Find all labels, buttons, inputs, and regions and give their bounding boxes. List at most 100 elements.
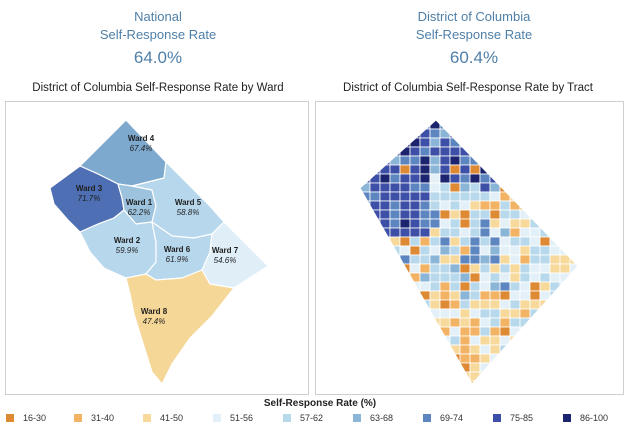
tract-cell[interactable] [360, 218, 371, 229]
tract-cell[interactable] [489, 155, 501, 166]
tract-cell[interactable] [419, 191, 431, 202]
tract-cell[interactable] [479, 308, 491, 319]
tract-cell[interactable] [399, 191, 411, 202]
tract-cell[interactable] [360, 308, 371, 319]
tract-cell[interactable] [539, 191, 551, 202]
tract-cell[interactable] [499, 353, 511, 364]
tract-cell[interactable] [489, 380, 501, 390]
tract-cell[interactable] [559, 218, 571, 229]
tract-cell[interactable] [549, 299, 561, 310]
tract-cell[interactable] [409, 227, 421, 238]
tract-cell[interactable] [360, 155, 371, 166]
tract-cell[interactable] [509, 209, 521, 220]
tract-cell[interactable] [529, 272, 541, 283]
tract-cell[interactable] [459, 146, 471, 157]
tract-cell[interactable] [499, 290, 511, 301]
tract-cell[interactable] [559, 371, 571, 382]
tract-cell[interactable] [489, 137, 501, 148]
tract-cell[interactable] [379, 281, 391, 292]
tract-cell[interactable] [469, 146, 481, 157]
tract-cell[interactable] [489, 200, 501, 211]
tract-cell[interactable] [399, 245, 411, 256]
tract-cell[interactable] [569, 317, 580, 328]
tract-cell[interactable] [469, 344, 481, 355]
tract-cell[interactable] [459, 335, 471, 346]
tract-cell[interactable] [439, 155, 451, 166]
tract-cell[interactable] [379, 146, 391, 157]
tract-cell[interactable] [409, 254, 421, 265]
tract-cell[interactable] [469, 173, 481, 184]
tract-cell[interactable] [479, 344, 491, 355]
tract-cell[interactable] [419, 263, 431, 274]
tract-cell[interactable] [559, 137, 571, 148]
legend-item[interactable]: 57-62 [283, 413, 323, 423]
tract-cell[interactable] [409, 335, 421, 346]
tract-cell[interactable] [479, 191, 491, 202]
tract-cell[interactable] [439, 317, 451, 328]
tract-cell[interactable] [509, 344, 521, 355]
tract-cell[interactable] [529, 155, 541, 166]
tract-cell[interactable] [509, 245, 521, 256]
tract-cell[interactable] [549, 254, 561, 265]
tract-cell[interactable] [389, 263, 401, 274]
tract-cell[interactable] [489, 335, 501, 346]
tract-cell[interactable] [439, 146, 451, 157]
tract-cell[interactable] [479, 335, 491, 346]
tract-cell[interactable] [449, 146, 461, 157]
tract-cell[interactable] [360, 263, 371, 274]
tract-cell[interactable] [499, 155, 511, 166]
tract-cell[interactable] [509, 164, 521, 175]
tract-cell[interactable] [539, 380, 551, 390]
tract-cell[interactable] [360, 236, 371, 247]
tract-cell[interactable] [509, 290, 521, 301]
tract-cell[interactable] [559, 335, 571, 346]
tract-cell[interactable] [360, 137, 371, 148]
tract-cell[interactable] [429, 227, 441, 238]
tract-cell[interactable] [360, 227, 371, 238]
tract-cell[interactable] [479, 263, 491, 274]
tract-cell[interactable] [469, 326, 481, 337]
tract-cell[interactable] [360, 380, 371, 390]
tract-cell[interactable] [539, 263, 551, 274]
tract-cell[interactable] [469, 290, 481, 301]
tract-cell[interactable] [479, 137, 491, 148]
tract-cell[interactable] [459, 344, 471, 355]
tract-cell[interactable] [539, 218, 551, 229]
tract-cell[interactable] [360, 245, 371, 256]
tract-cell[interactable] [519, 120, 531, 130]
tract-cell[interactable] [399, 227, 411, 238]
tract-cell[interactable] [469, 128, 481, 139]
tract-cell[interactable] [499, 173, 511, 184]
tract-cell[interactable] [469, 218, 481, 229]
tract-cell[interactable] [379, 254, 391, 265]
tract-cell[interactable] [429, 254, 441, 265]
tract-cell[interactable] [509, 371, 521, 382]
tract-cell[interactable] [479, 281, 491, 292]
tract-cell[interactable] [549, 326, 561, 337]
tract-cell[interactable] [529, 353, 541, 364]
tract-cell[interactable] [379, 173, 391, 184]
tract-cell[interactable] [419, 326, 431, 337]
tract-cell[interactable] [429, 218, 441, 229]
tract-cell[interactable] [459, 173, 471, 184]
tract-cell[interactable] [419, 362, 431, 373]
tract-cell[interactable] [399, 353, 411, 364]
tract-cell[interactable] [369, 245, 381, 256]
tract-cell[interactable] [459, 209, 471, 220]
tract-cell[interactable] [549, 281, 561, 292]
tract-cell[interactable] [379, 200, 391, 211]
tract-cell[interactable] [479, 227, 491, 238]
tract-cell[interactable] [569, 371, 580, 382]
tract-cell[interactable] [529, 263, 541, 274]
tract-cell[interactable] [469, 137, 481, 148]
tract-cell[interactable] [509, 218, 521, 229]
tract-cell[interactable] [389, 353, 401, 364]
tract-cell[interactable] [549, 146, 561, 157]
tract-cell[interactable] [459, 308, 471, 319]
tract-cell[interactable] [499, 254, 511, 265]
tract-cell[interactable] [469, 182, 481, 193]
tract-cell[interactable] [479, 182, 491, 193]
tract-cell[interactable] [419, 120, 431, 130]
tract-cell[interactable] [360, 335, 371, 346]
tract-cell[interactable] [449, 317, 461, 328]
